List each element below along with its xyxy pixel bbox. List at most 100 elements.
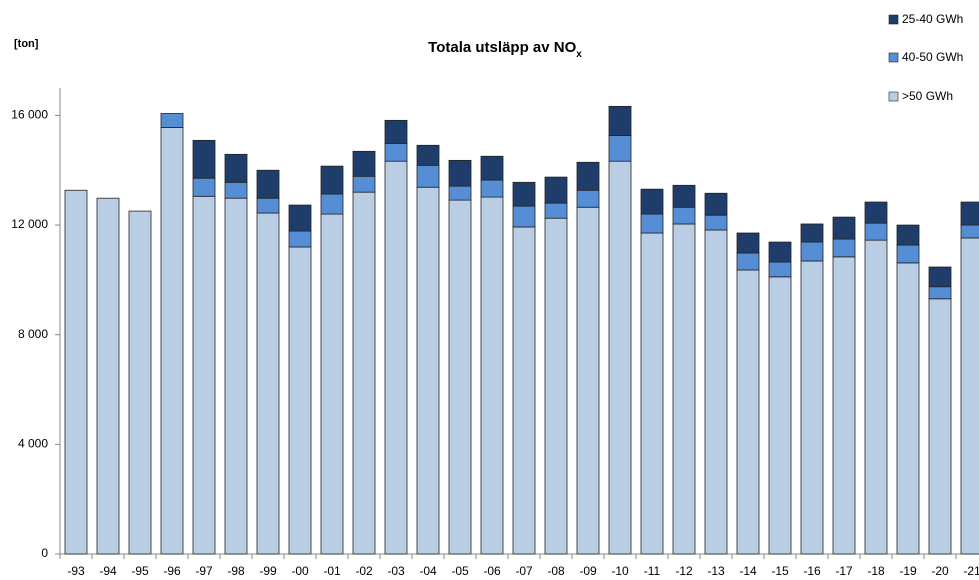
bar-segment [480, 196, 504, 555]
bar-segment [96, 197, 120, 555]
bar-segment [320, 193, 344, 215]
y-tick-label: 8 000 [18, 327, 48, 341]
x-tick-label: -21 [963, 564, 979, 578]
bar-segment [224, 197, 248, 555]
bar-segment [192, 177, 216, 197]
x-tick-label: -07 [515, 564, 533, 578]
x-tick-label: -04 [419, 564, 437, 578]
bar-segment [512, 181, 536, 207]
bar-segment [832, 256, 856, 555]
bar-segment [928, 286, 952, 300]
bar-segment [864, 222, 888, 241]
bar-segment [320, 165, 344, 195]
x-tick-label: -05 [451, 564, 469, 578]
bar-segment [512, 226, 536, 555]
x-tick-label: -02 [355, 564, 373, 578]
bar-segment [448, 185, 472, 201]
x-tick-label: -01 [323, 564, 341, 578]
bar-segment [384, 160, 408, 555]
x-tick-label: -00 [291, 564, 309, 578]
bar-segment [672, 223, 696, 555]
bar-segment [704, 229, 728, 555]
bar-segment [128, 210, 152, 555]
bar-segment [768, 241, 792, 263]
bar-segment [800, 241, 824, 262]
bar-segment [896, 244, 920, 264]
x-tick-label: -19 [899, 564, 917, 578]
bar-segment [736, 252, 760, 271]
bar-segment [640, 188, 664, 215]
bar-segment [416, 144, 440, 166]
bar-segment [672, 184, 696, 208]
bar-segment [416, 164, 440, 188]
legend-swatch [888, 91, 899, 102]
legend-label: 25-40 GWh [902, 12, 963, 26]
bar-segment [864, 239, 888, 555]
x-tick-label: -13 [707, 564, 725, 578]
bar-segment [256, 212, 280, 555]
x-tick-label: -18 [867, 564, 885, 578]
bar-segment [256, 169, 280, 199]
bar-segment [832, 238, 856, 258]
x-tick-label: -16 [803, 564, 821, 578]
x-tick-label: -97 [195, 564, 213, 578]
bar-segment [768, 261, 792, 278]
bar-segment [960, 237, 979, 555]
bar-segment [192, 195, 216, 555]
x-tick-label: -12 [675, 564, 693, 578]
y-tick-label: 0 [41, 546, 48, 560]
x-tick-label: -06 [483, 564, 501, 578]
bar-segment [448, 199, 472, 555]
bar-segment [160, 127, 184, 555]
x-tick-label: -11 [644, 564, 661, 578]
bar-segment [384, 142, 408, 162]
bar-segment [256, 197, 280, 214]
bar-segment [352, 191, 376, 555]
bar-segment [416, 186, 440, 555]
bar-segment [64, 189, 88, 555]
bar-segment [448, 159, 472, 187]
legend-label: 40-50 GWh [902, 50, 963, 64]
y-tick-label: 4 000 [18, 437, 48, 451]
y-tick-label: 16 000 [11, 108, 48, 122]
bar-segment [192, 139, 216, 179]
bar-segment [352, 150, 376, 177]
y-axis-label: [ton] [14, 38, 39, 50]
bar-segment [640, 213, 664, 234]
bar-segment [288, 204, 312, 232]
bar-segment [896, 262, 920, 555]
x-tick-label: -99 [259, 564, 277, 578]
chart-title: Totala utsläpp av NOx [428, 39, 582, 60]
bar-segment [224, 153, 248, 183]
bar-segment [864, 201, 888, 224]
bar-segment [576, 161, 600, 191]
bar-segment [544, 202, 568, 219]
legend-label: >50 GWh [902, 89, 953, 103]
x-tick-label: -98 [227, 564, 245, 578]
x-tick-label: -09 [579, 564, 597, 578]
x-tick-label: -03 [387, 564, 405, 578]
bar-segment [800, 260, 824, 555]
bar-segment [480, 179, 504, 198]
bar-segment [704, 192, 728, 216]
bar-segment [736, 269, 760, 555]
legend-swatch [888, 14, 899, 25]
bar-segment [960, 201, 979, 226]
bar-segment [320, 213, 344, 555]
x-tick-label: -95 [131, 564, 149, 578]
x-tick-label: -14 [739, 564, 757, 578]
bar-segment [608, 105, 632, 136]
x-tick-label: -10 [611, 564, 629, 578]
bar-segment [288, 246, 312, 555]
bar-segment [832, 216, 856, 240]
title-main: Totala utsläpp av NO [428, 39, 576, 56]
bar-segment [384, 119, 408, 144]
bar-segment [928, 298, 952, 555]
bar-segment [288, 230, 312, 248]
bar-segment [608, 135, 632, 162]
x-tick-label: -08 [547, 564, 565, 578]
bar-segment [576, 189, 600, 208]
bar-segment [544, 176, 568, 204]
bar-segment [512, 205, 536, 228]
bar-segment [640, 232, 664, 555]
